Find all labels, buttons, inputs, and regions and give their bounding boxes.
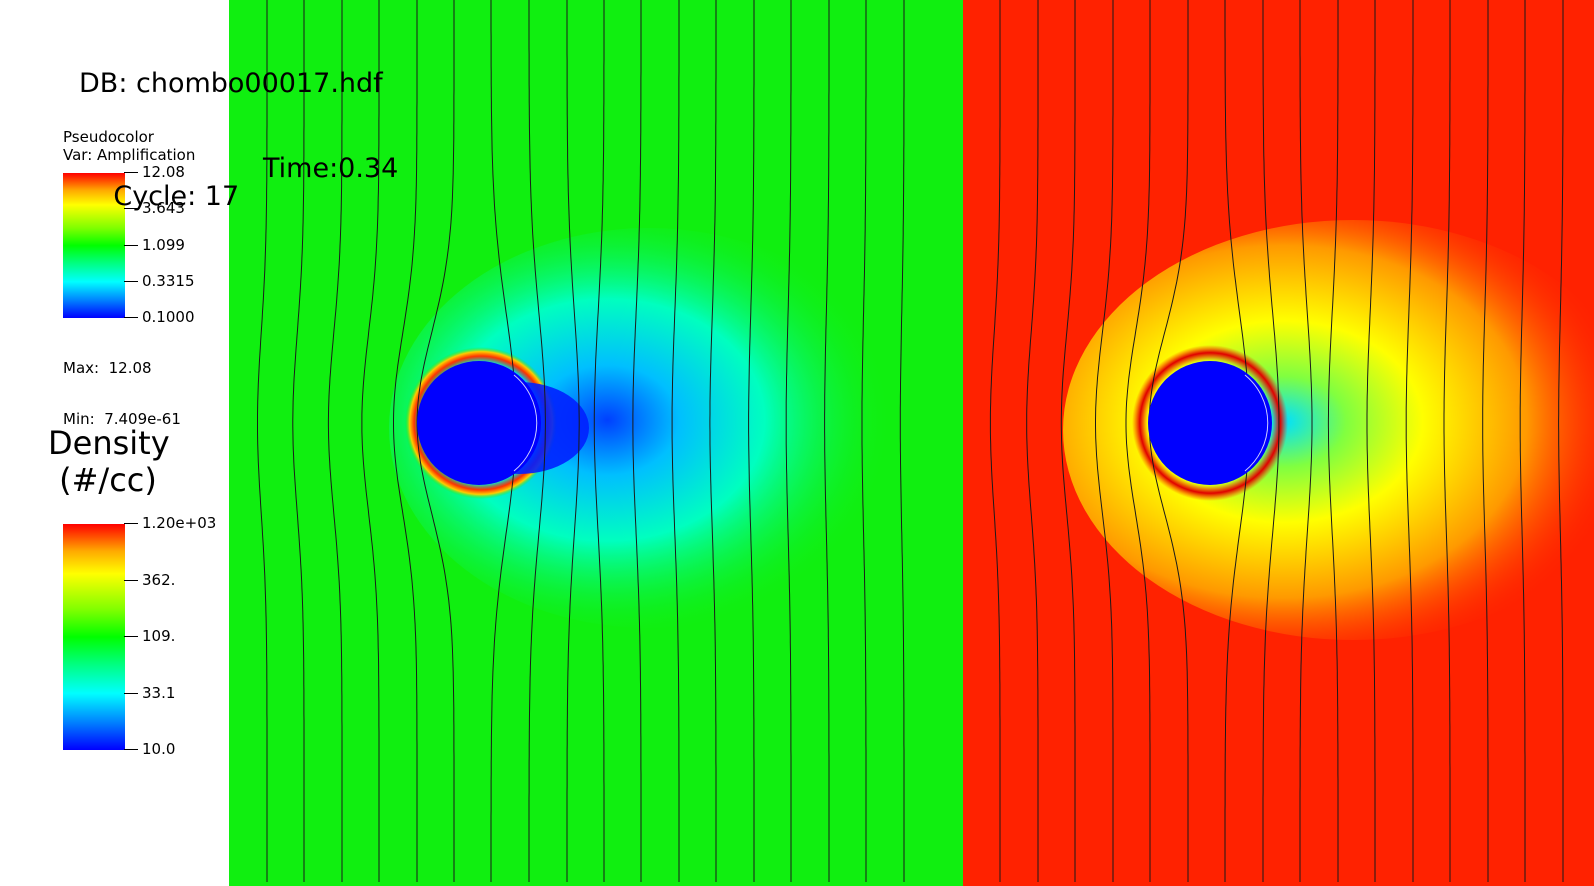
density-tick-label: 109. [142,627,176,645]
field-line [528,0,546,882]
field-line [1443,0,1451,882]
field-line [989,0,1001,882]
amplification-tick-label: 12.08 [142,163,185,181]
amplification-tick-mark [124,317,138,318]
obstacle-sphere [417,361,541,485]
density-tick-label: 10.0 [142,740,176,758]
density-colorbar [63,524,125,750]
density-tick-label: 362. [142,570,176,589]
field-line [671,0,680,882]
density-tick-mark [124,636,138,637]
density-obstacle-sphere [1148,361,1272,485]
field-line [632,0,642,882]
field-line [593,0,605,882]
field-line [292,0,305,882]
field-line [899,0,905,882]
amplification-tick-label: 0.1000 [142,308,195,326]
field-line [1519,0,1526,882]
database-info: DB: chombo00017.hdf Cycle: 17 Time:0.34 [79,14,398,212]
amplification-tick-mark [124,208,138,210]
field-line [709,0,717,882]
amplification-colorbar [63,173,125,318]
field-line [361,0,380,882]
amplification-tick-label: 3.643 [142,199,185,218]
field-line [861,0,867,882]
field-line [1327,0,1339,882]
field-line [1299,0,1313,882]
density-legend-title: Density (#/cc) [48,424,170,499]
amplification-tick-label: 0.3315 [142,271,195,290]
field-line [416,0,455,882]
amplification-tick-mark [124,280,138,282]
field-line [1405,0,1414,882]
density-tick-label: 1.20e+03 [142,514,217,532]
cycle-label: Cycle: 17 [113,181,240,212]
density-title-line2: (#/cc) [59,461,157,499]
density-tick-label: 33.1 [142,683,176,702]
amplification-tick-mark [124,244,138,246]
max-label: Max: 12.08 [63,359,152,377]
amplification-tick-mark [124,172,138,173]
field-line [1482,0,1489,882]
field-line [785,0,792,882]
min-label: Min: 7.409e-61 [63,410,181,428]
field-line [1095,0,1114,882]
field-line [1262,0,1280,882]
amplification-maxmin: Max: 12.08 Min: 7.409e-61 [63,326,181,445]
field-line [1125,0,1151,882]
density-sphere-outline [1244,374,1269,472]
density-plot-panel [963,0,1594,886]
field-line [327,0,343,882]
amplification-legend-header: Pseudocolor Var: Amplification [63,128,195,164]
amplification-plot [229,0,963,886]
legend-var-label: Var: Amplification [63,146,196,164]
density-plot [963,0,1594,886]
field-line [1148,0,1189,882]
field-line [1060,0,1076,882]
time-label: Time:0.34 [263,153,399,184]
density-title-line1: Density [48,424,170,462]
density-tick-mark [124,692,138,694]
cycle-time-row: Cycle: 17 Time:0.34 [79,155,398,211]
legend-type-label: Pseudocolor [63,128,154,146]
density-tick-mark [124,579,138,581]
db-line: DB: chombo00017.hdf [79,68,383,99]
sphere-outline [513,374,538,472]
field-line [824,0,830,882]
field-line [257,0,268,882]
amplification-tick-label: 1.099 [142,235,185,254]
density-tick-mark [124,749,138,750]
field-line [566,0,580,882]
field-line [1366,0,1376,882]
field-line [393,0,418,882]
density-tick-mark [124,523,138,524]
field-line [1026,0,1039,882]
wake-region [389,228,909,628]
amplification-plot-panel [229,0,963,886]
field-line [1558,0,1564,882]
field-line [748,0,755,882]
